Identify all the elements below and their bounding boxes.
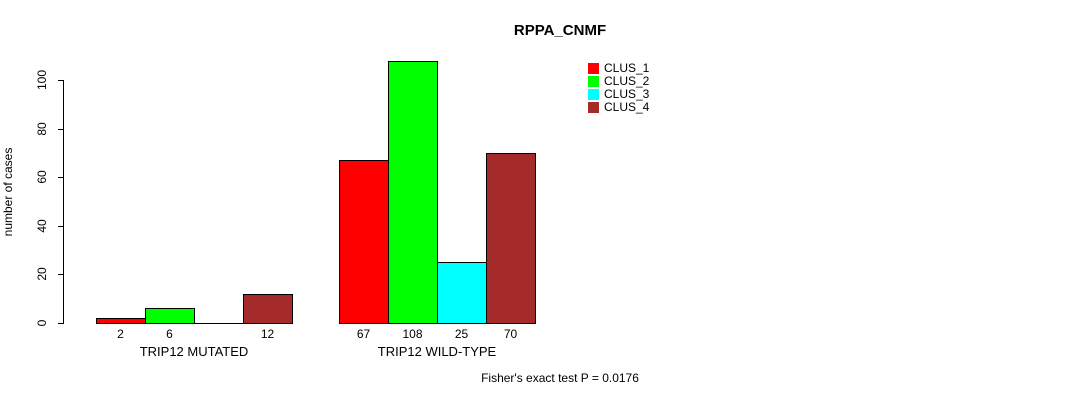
y-tick (58, 129, 64, 130)
y-tick (58, 323, 64, 324)
legend-item: CLUS_4 (588, 101, 649, 114)
x-group-label: TRIP12 WILD-TYPE (377, 344, 497, 359)
y-tick (58, 226, 64, 227)
y-tick-label: 80 (35, 122, 49, 136)
legend-item: CLUS_3 (588, 88, 649, 101)
bar-value-label: 12 (260, 327, 275, 341)
legend-swatch-icon (588, 63, 599, 74)
legend-swatch-icon (588, 89, 599, 100)
bar-clus_3-1 (437, 262, 487, 324)
legend-label: CLUS_1 (604, 61, 650, 75)
y-tick-label: 40 (35, 219, 49, 233)
bar-clus_4-1 (486, 153, 536, 324)
annotation-fisher-test: Fisher's exact test P = 0.0176 (481, 371, 639, 385)
bar-value-label: 108 (402, 327, 423, 341)
bar-clus_1-1 (339, 160, 389, 324)
legend-label: CLUS_3 (604, 87, 650, 101)
legend-item: CLUS_1 (588, 62, 649, 75)
bar-clus_4-0 (243, 294, 293, 324)
bar-clus_1-0 (96, 318, 146, 324)
bar-clus_2-0 (145, 308, 195, 324)
legend: CLUS_1 CLUS_2 CLUS_3 CLUS_4 (588, 62, 649, 114)
bar-value-label: 25 (454, 327, 469, 341)
legend-swatch-icon (588, 102, 599, 113)
y-axis-title: number of cases (1, 147, 15, 237)
bar-value-label: 67 (356, 327, 371, 341)
legend-label: CLUS_4 (604, 100, 650, 114)
legend-label: CLUS_2 (604, 74, 650, 88)
bar-clus_2-1 (388, 61, 438, 324)
y-tick (58, 274, 64, 275)
y-tick-label: 60 (35, 170, 49, 184)
bar-value-label: 70 (503, 327, 518, 341)
x-group-label: TRIP12 MUTATED (139, 344, 249, 359)
y-tick (58, 80, 64, 81)
y-tick-label: 20 (35, 267, 49, 281)
chart-title: RPPA_CNMF (513, 22, 607, 39)
y-tick (58, 177, 64, 178)
legend-item: CLUS_2 (588, 75, 649, 88)
y-axis-line (63, 80, 64, 324)
y-tick-label: 100 (35, 69, 49, 91)
y-tick-label: 0 (35, 319, 49, 327)
bar-value-label: 2 (117, 327, 124, 341)
legend-swatch-icon (588, 76, 599, 87)
bar-value-label: 6 (166, 327, 173, 341)
